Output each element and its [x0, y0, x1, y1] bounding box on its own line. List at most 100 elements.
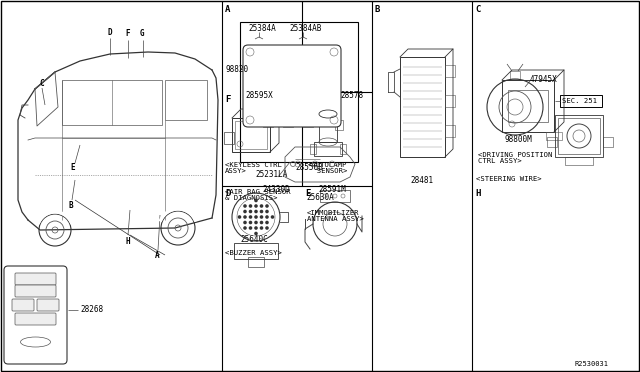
Text: 98800M: 98800M: [505, 135, 532, 144]
Text: CTRL ASSY>: CTRL ASSY>: [478, 158, 522, 164]
FancyBboxPatch shape: [15, 285, 56, 297]
Text: 25384AB: 25384AB: [289, 23, 321, 32]
FancyBboxPatch shape: [15, 313, 56, 325]
Text: C: C: [475, 5, 481, 14]
Bar: [314, 142, 342, 156]
Text: 28595X: 28595X: [245, 90, 273, 99]
Circle shape: [243, 221, 247, 224]
Text: 25231LA: 25231LA: [255, 170, 287, 179]
Bar: [400, 57, 445, 157]
Circle shape: [260, 210, 263, 213]
Bar: [319, 114, 337, 142]
Text: H: H: [125, 237, 130, 246]
Text: E: E: [305, 189, 310, 198]
Bar: [240, 22, 358, 162]
Text: 28591M: 28591M: [318, 185, 346, 193]
Text: G: G: [305, 95, 310, 104]
Text: 47945X: 47945X: [530, 74, 557, 83]
Circle shape: [254, 204, 258, 208]
Text: <BUZZER ASSY>: <BUZZER ASSY>: [225, 250, 282, 256]
Circle shape: [265, 226, 269, 230]
Bar: [234, 243, 278, 259]
Bar: [445, 95, 455, 107]
Circle shape: [254, 226, 258, 230]
Bar: [508, 90, 548, 122]
Bar: [224, 132, 234, 144]
Bar: [235, 121, 267, 149]
Circle shape: [249, 215, 252, 219]
Bar: [565, 157, 593, 165]
Text: 28268: 28268: [80, 305, 103, 314]
Text: <IMMOBILIZER: <IMMOBILIZER: [307, 210, 360, 216]
Bar: [263, 119, 273, 127]
Circle shape: [271, 215, 275, 219]
Text: R2530031: R2530031: [575, 361, 609, 367]
Bar: [555, 115, 603, 157]
Text: B: B: [375, 5, 380, 14]
Bar: [558, 118, 600, 154]
Text: G: G: [140, 29, 145, 38]
Circle shape: [265, 210, 269, 213]
Text: & DIAGNOSIS>: & DIAGNOSIS>: [225, 195, 278, 201]
Bar: [560, 95, 602, 107]
Bar: [320, 190, 350, 202]
Circle shape: [237, 215, 241, 219]
Circle shape: [265, 204, 269, 208]
Bar: [335, 120, 343, 130]
Text: 98820: 98820: [225, 64, 248, 74]
Circle shape: [254, 221, 258, 224]
Bar: [232, 118, 270, 152]
Text: <AUTOLAMP: <AUTOLAMP: [308, 162, 348, 168]
Text: 28556B: 28556B: [295, 163, 323, 171]
Circle shape: [254, 232, 258, 235]
Circle shape: [243, 210, 247, 213]
Circle shape: [249, 210, 252, 213]
FancyBboxPatch shape: [12, 299, 34, 311]
Bar: [603, 137, 613, 147]
Text: ASSY>: ASSY>: [225, 168, 247, 174]
FancyBboxPatch shape: [4, 266, 67, 364]
Text: <KEYLESS CTRL: <KEYLESS CTRL: [225, 162, 282, 168]
Text: H: H: [475, 189, 481, 198]
Bar: [445, 65, 455, 77]
Circle shape: [260, 215, 263, 219]
Bar: [256, 58, 328, 114]
Circle shape: [249, 226, 252, 230]
Text: SENSOR>: SENSOR>: [308, 168, 348, 174]
Text: F: F: [225, 95, 230, 104]
Text: 24330D: 24330D: [262, 185, 290, 193]
Text: 25640C: 25640C: [240, 234, 268, 244]
Circle shape: [254, 199, 258, 202]
Bar: [547, 137, 557, 147]
Circle shape: [254, 210, 258, 213]
Circle shape: [249, 221, 252, 224]
Text: 28578: 28578: [340, 90, 363, 99]
Bar: [510, 71, 520, 79]
Bar: [502, 80, 554, 132]
Circle shape: [254, 215, 258, 219]
Text: E: E: [70, 163, 75, 171]
Bar: [283, 119, 293, 127]
Text: F: F: [125, 29, 130, 38]
Circle shape: [265, 221, 269, 224]
FancyBboxPatch shape: [15, 273, 56, 285]
Text: D: D: [107, 28, 111, 36]
Circle shape: [260, 221, 263, 224]
Text: A: A: [225, 5, 230, 14]
Text: <STEERING WIRE>: <STEERING WIRE>: [476, 176, 541, 182]
Circle shape: [260, 226, 263, 230]
Bar: [445, 125, 455, 137]
Bar: [546, 132, 562, 140]
Text: 28481: 28481: [410, 176, 433, 185]
Text: A: A: [155, 251, 159, 260]
Circle shape: [260, 204, 263, 208]
Text: <DRIVING POSITION: <DRIVING POSITION: [478, 152, 552, 158]
Text: SEC. 251: SEC. 251: [562, 98, 597, 104]
FancyBboxPatch shape: [243, 45, 341, 127]
Circle shape: [249, 204, 252, 208]
Bar: [165, 80, 207, 120]
Circle shape: [243, 215, 247, 219]
Bar: [340, 144, 346, 154]
FancyBboxPatch shape: [37, 299, 59, 311]
Text: ANTENNA ASSY>: ANTENNA ASSY>: [307, 216, 364, 222]
